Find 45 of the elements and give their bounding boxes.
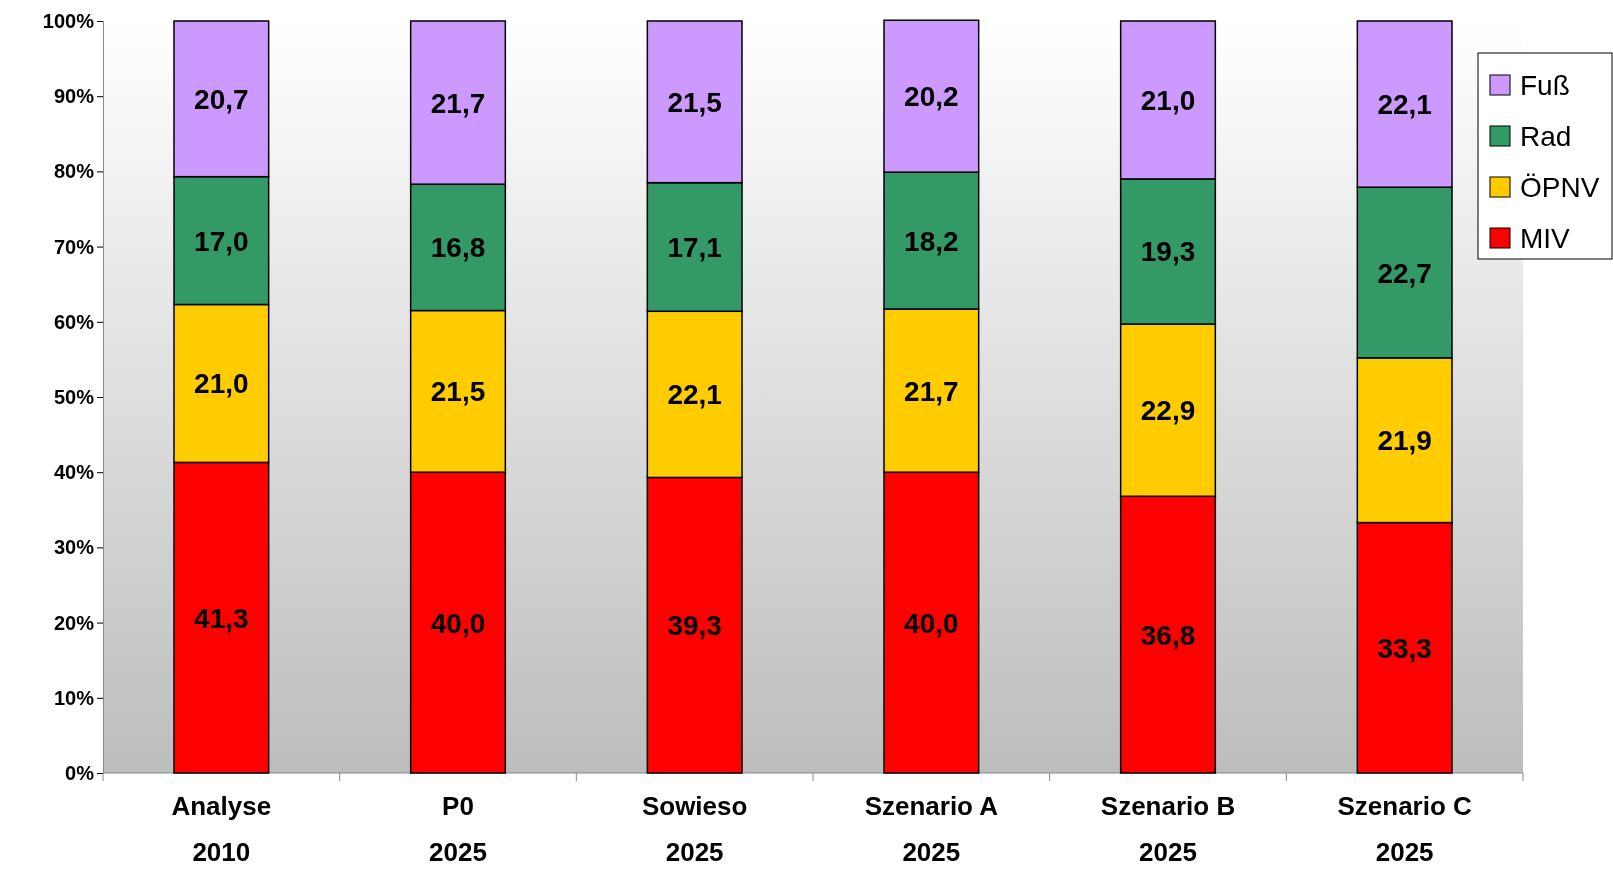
data-label: 19,3 <box>1140 236 1196 268</box>
data-label: 41,3 <box>194 602 249 634</box>
data-label: 20,2 <box>904 81 959 113</box>
data-label: 21,0 <box>1140 84 1196 116</box>
data-label: 22,7 <box>1377 257 1432 289</box>
data-label: 21,5 <box>430 376 486 408</box>
legend-label: MIV <box>1520 223 1571 254</box>
data-label: 36,8 <box>1140 619 1196 651</box>
data-label: 40,0 <box>430 607 486 639</box>
y-tick-label: 40% <box>53 461 95 484</box>
y-tick-label: 90% <box>53 85 95 108</box>
data-label: 22,1 <box>667 379 722 411</box>
x-tick-label: Szenario B 2025 <box>1100 791 1236 867</box>
y-tick-label: 30% <box>53 536 95 559</box>
y-tick-label: 50% <box>53 385 95 408</box>
legend-label: Rad <box>1520 121 1572 152</box>
x-tick-label: Szenario C 2025 <box>1337 791 1473 867</box>
data-label: 21,7 <box>430 87 486 119</box>
y-tick-label: 20% <box>53 611 95 634</box>
data-label: 21,5 <box>667 86 722 118</box>
legend-label: ÖPNV <box>1520 172 1600 203</box>
legend-label: Fuß <box>1520 70 1570 101</box>
x-tick-label: Sowieso 2025 <box>641 791 748 867</box>
data-label: 18,2 <box>904 225 959 257</box>
x-tick-label: Szenario A 2025 <box>864 791 999 867</box>
y-tick-label: 0% <box>65 761 95 784</box>
y-tick-label: 80% <box>53 160 95 183</box>
y-tick-label: 70% <box>53 235 95 258</box>
data-label: 17,0 <box>194 225 249 257</box>
data-label: 39,3 <box>667 610 722 642</box>
y-tick-label: 10% <box>53 686 95 709</box>
data-label: 17,1 <box>667 231 722 263</box>
x-tick-label: Analyse 2010 <box>171 791 272 867</box>
data-label: 21,0 <box>194 368 249 400</box>
y-tick-label: 60% <box>53 310 95 333</box>
y-tick-label: 100% <box>42 9 95 32</box>
data-label: 20,7 <box>194 83 249 115</box>
data-label: 22,1 <box>1377 89 1432 121</box>
x-tick-label: P0 2025 <box>429 791 487 867</box>
data-label: 33,3 <box>1377 632 1432 664</box>
data-label: 40,0 <box>904 607 959 639</box>
data-label: 16,8 <box>430 232 486 264</box>
data-label: 21,7 <box>904 375 959 407</box>
data-label: 22,9 <box>1140 395 1196 427</box>
data-label: 21,9 <box>1377 425 1432 457</box>
